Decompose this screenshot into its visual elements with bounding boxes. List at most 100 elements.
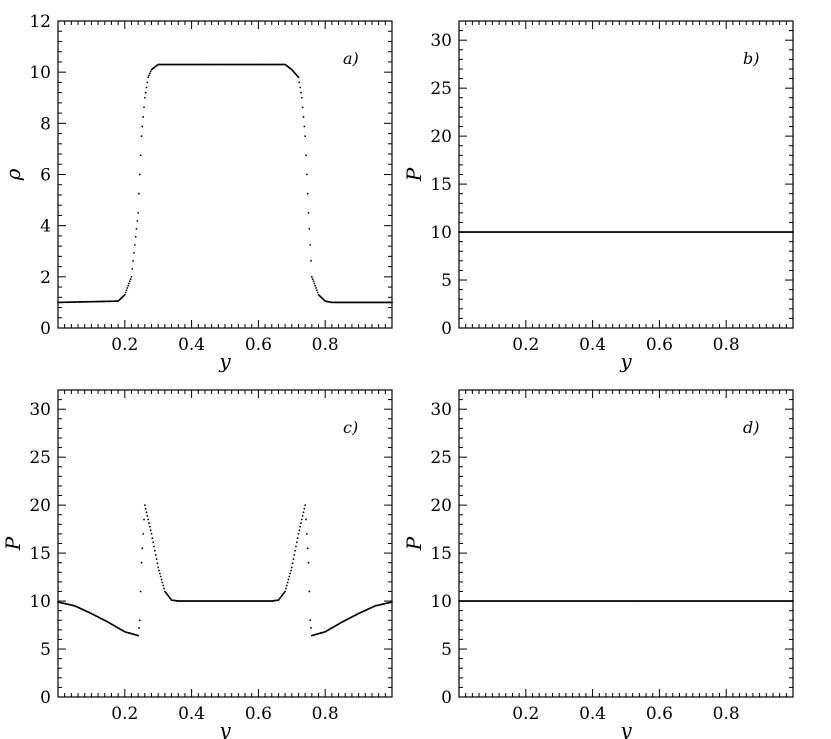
data-point [123,293,126,296]
y-tick-label: 30 [430,31,452,51]
panel-tag: a) [343,49,359,68]
data-point [298,81,301,84]
data-point [127,284,130,287]
x-tick-label: 0.8 [713,335,740,355]
data-point [143,518,145,521]
data-point [287,578,290,581]
data-point [145,511,148,514]
data-point [158,572,161,575]
data-point [315,289,318,292]
data-point [148,72,151,75]
y-tick-label: 5 [441,271,452,291]
data-point [291,562,294,565]
data-point [293,553,296,556]
data-point [309,243,312,246]
data-point [138,173,141,176]
data-point [139,590,142,593]
data-point [156,562,159,565]
data-point [138,619,141,622]
y-tick-label: 10 [430,223,452,243]
panel-a: 0.2 0.4 0.6 0.8 0 2 4 6 8 10 12 y ρ a) [1,12,393,373]
x-tick-label: 0.4 [178,335,205,355]
data-point [312,280,315,283]
data-point [126,287,129,289]
data-point [140,135,143,138]
data-point [128,280,131,283]
data-series [458,231,794,233]
data-point [316,291,319,294]
data-point [289,572,292,575]
data-point [133,251,135,254]
data-point [158,569,160,572]
data-point [305,173,308,176]
panel-tag: b) [743,49,759,68]
data-point [310,259,312,262]
x-axis-label: y [619,349,632,373]
plot-frame [57,389,393,698]
data-point [303,125,306,128]
data-point [147,76,150,79]
data-point [286,581,289,584]
x-tick-label: 0.6 [646,335,673,355]
data-point [302,511,305,514]
data-point [295,545,297,548]
data-point [149,70,152,73]
data-point [131,267,134,270]
y-tick-label: 0 [441,688,452,708]
data-point [300,96,303,99]
data-point [148,525,151,528]
data-point [285,584,288,587]
data-point [141,125,144,128]
panel-d: 0.2 0.4 0.6 0.8 0 5 10 15 20 25 30 y Pd) [402,389,794,739]
data-point [143,504,146,507]
data-point [288,575,291,578]
data-point [305,533,308,535]
x-tick-label: 0.6 [245,704,272,724]
y-tick-label: 12 [29,12,51,32]
data-point [153,545,155,548]
data-series [57,63,393,304]
data-point [315,287,317,289]
data-point [285,587,287,590]
data-point [297,76,300,79]
data-point [300,518,303,521]
panel-c: 0.2 0.4 0.6 0.8 0 5 10 15 20 25 30 y Pc) [1,389,393,739]
data-point [148,522,150,525]
plot-frame [57,20,393,329]
y-axis-label: ρ [1,168,25,181]
y-tick-label: 10 [430,592,452,612]
data-point [155,558,158,560]
data-point [307,211,310,214]
y-tick-label: 10 [29,592,51,612]
x-axis-label: y [218,349,231,373]
data-point [308,590,311,593]
data-point [128,282,130,285]
y-tick-label: 5 [441,640,452,660]
data-point [142,116,145,118]
data-point [301,106,304,109]
data-point [311,278,314,280]
x-tick-label: 0.2 [111,335,138,355]
data-point [295,541,298,544]
data-point [297,533,300,535]
data-point [151,537,154,539]
data-point [148,74,150,77]
data-point [296,537,299,539]
data-point [308,227,311,230]
data-point [136,219,139,222]
y-tick-label: 15 [430,544,452,564]
x-tick-label: 0.8 [312,704,339,724]
data-point [161,581,164,584]
data-point [300,91,302,94]
data-point [137,634,140,637]
data-series [57,504,393,637]
data-point [152,541,155,544]
data-point [305,154,307,157]
data-point [146,81,149,84]
data-point [144,91,147,94]
panel-b: 0.2 0.4 0.6 0.8 0 5 10 15 20 25 30 y Pb) [402,20,794,373]
data-point [146,515,149,517]
data-point [142,533,145,535]
y-tick-label: 30 [29,400,51,420]
data-point [314,284,317,287]
